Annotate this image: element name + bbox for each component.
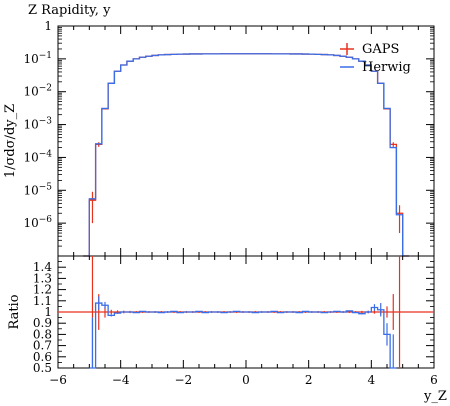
x-axis-label: y_Z	[423, 389, 447, 404]
ratio-y-tick-label: 1.3	[33, 271, 52, 285]
ratio-y-tick-label: 1.4	[33, 260, 52, 274]
series-herwig-line	[83, 53, 409, 257]
main-y-tick-label: 10−5	[23, 182, 52, 197]
ratio-y-tick-label: 0.6	[33, 350, 52, 364]
ratio-y-tick-label: 0.5	[33, 361, 52, 375]
main-y-tick-label: 10−3	[23, 117, 52, 132]
x-tick-label: 6	[430, 373, 438, 387]
legend-gaps-label: GAPS	[362, 42, 399, 57]
series-gaps-line	[83, 53, 409, 257]
chart-title: Z Rapidity, y	[28, 3, 111, 18]
x-tick-label: 2	[305, 373, 313, 387]
main-y-tick-label: 10−6	[23, 215, 52, 230]
ratio-y-tick-label: 1	[44, 305, 52, 319]
legend: GAPS Herwig	[340, 42, 411, 75]
x-tick-label: 0	[242, 373, 250, 387]
main-y-tick-label: 10−1	[23, 51, 52, 66]
ratio-y-tick-label: 0.7	[33, 339, 52, 353]
ratio-series-group	[58, 256, 434, 369]
x-tick-label: −4	[112, 373, 130, 387]
ratio-y-axis-label: Ratio	[7, 294, 22, 329]
ratio-y-tick-label: 0.9	[33, 316, 52, 330]
ratio-y-tick-label: 1.2	[33, 283, 52, 297]
x-tick-label: 4	[368, 373, 376, 387]
ratio-y-tick-label: 1.1	[33, 294, 52, 308]
main-y-tick-label: 1	[44, 19, 52, 33]
ratio-y-axis: 0.50.60.70.80.911.11.21.31.4	[33, 260, 434, 375]
main-series-group	[83, 53, 409, 257]
ratio-x-axis: −6 −4 −2 0 2 4 6	[49, 256, 438, 387]
main-y-tick-label: 10−2	[23, 84, 52, 99]
main-y-axis: 1 10−1 10−2 10−3 10−4 10−5 10−6	[23, 19, 434, 247]
main-y-axis-label: 1/σdσ/dy_Z	[3, 104, 18, 178]
main-y-tick-label: 10−4	[23, 149, 52, 164]
x-tick-label: −6	[49, 373, 67, 387]
main-x-ticks	[57, 26, 435, 256]
legend-herwig-label: Herwig	[362, 60, 411, 75]
x-tick-label: −2	[174, 373, 192, 387]
ratio-y-tick-label: 0.8	[33, 327, 52, 341]
